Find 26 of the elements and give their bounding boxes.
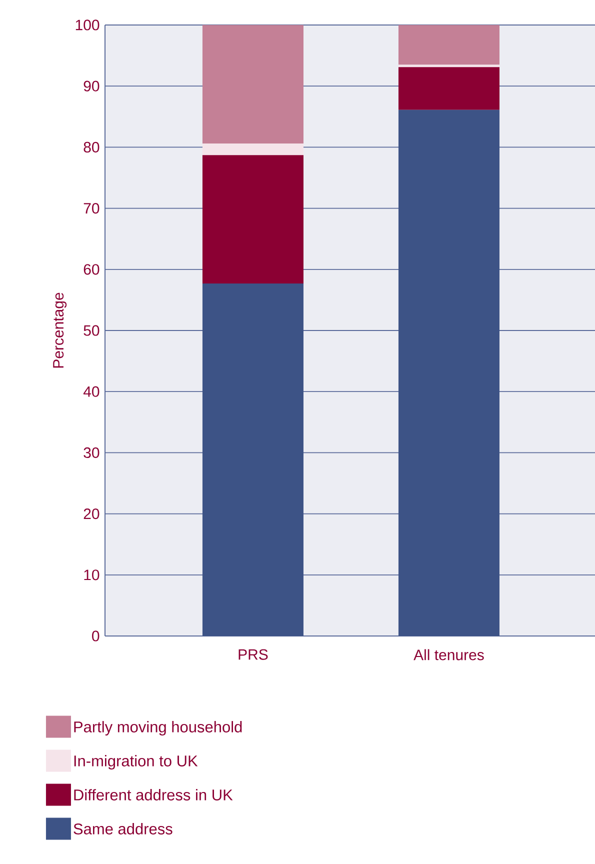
bar — [202, 24, 304, 144]
legend-label: Same address — [74, 823, 172, 834]
y-tick-label: 60 — [84, 264, 100, 275]
legend-label: In-migration to UK — [74, 755, 198, 770]
y-tick-label: 20 — [84, 508, 100, 520]
y-tick-label: 30 — [84, 447, 100, 458]
y-tick-label: 40 — [83, 386, 100, 397]
y-tick-label: 50 — [84, 325, 100, 336]
bar — [398, 110, 500, 636]
y-tick-label: 90 — [84, 80, 100, 92]
bar — [202, 283, 304, 636]
bar — [398, 67, 500, 110]
bar — [398, 24, 500, 65]
y-tick-label: 100 — [76, 20, 100, 30]
bar — [202, 144, 304, 156]
y-tick-label: 10 — [84, 570, 100, 580]
bar — [202, 155, 304, 284]
y-tick-label: 0 — [92, 630, 100, 642]
x-tick-label: All tenures — [414, 649, 484, 660]
legend-label: Different address in UK — [74, 789, 233, 800]
bar — [398, 64, 500, 68]
y-tick-label: 80 — [84, 142, 100, 152]
y-tick-label: 70 — [84, 202, 100, 214]
y-axis-title: Percentage — [53, 292, 67, 368]
x-tick-label: PRS — [238, 649, 268, 660]
legend-label: Partly moving household — [74, 721, 242, 736]
